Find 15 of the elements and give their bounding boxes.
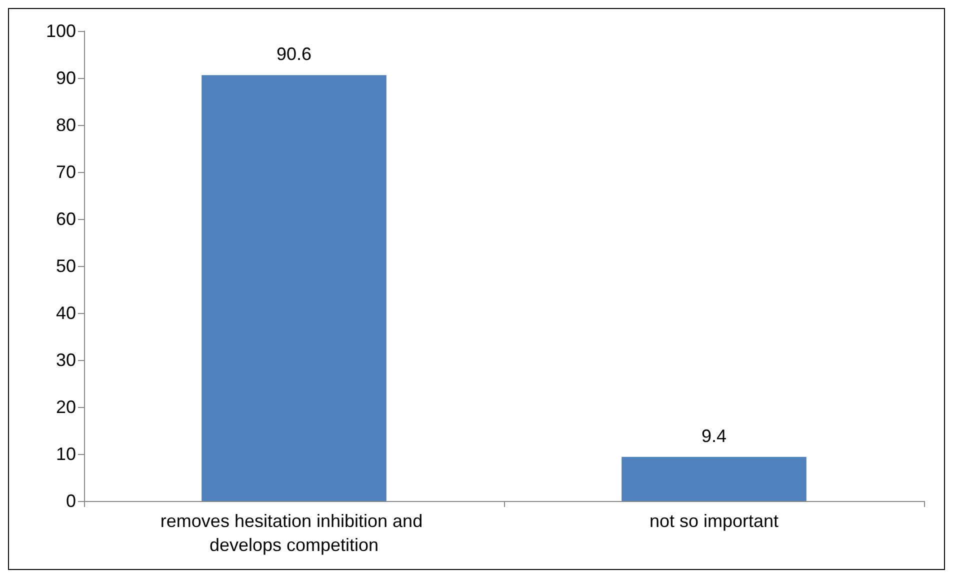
y-tick-label: 30 — [56, 350, 76, 370]
x-tick-label: removes hesitation inhibition and develops competition — [160, 511, 428, 555]
y-tick-label: 40 — [56, 303, 76, 323]
y-tick-label: 60 — [56, 209, 76, 229]
x-tick-label: not so important — [649, 511, 779, 531]
y-tick-label: 80 — [56, 115, 76, 135]
y-tick-label: 70 — [56, 162, 76, 182]
data-label: 90.6 — [276, 44, 312, 64]
y-tick-label: 0 — [66, 491, 76, 511]
y-tick-label: 10 — [56, 444, 76, 464]
data-label: 9.4 — [701, 426, 727, 446]
y-tick-label: 20 — [56, 397, 76, 417]
y-tick-label: 100 — [46, 21, 76, 41]
y-tick-label: 50 — [56, 256, 76, 276]
y-tick-label: 90 — [56, 68, 76, 88]
